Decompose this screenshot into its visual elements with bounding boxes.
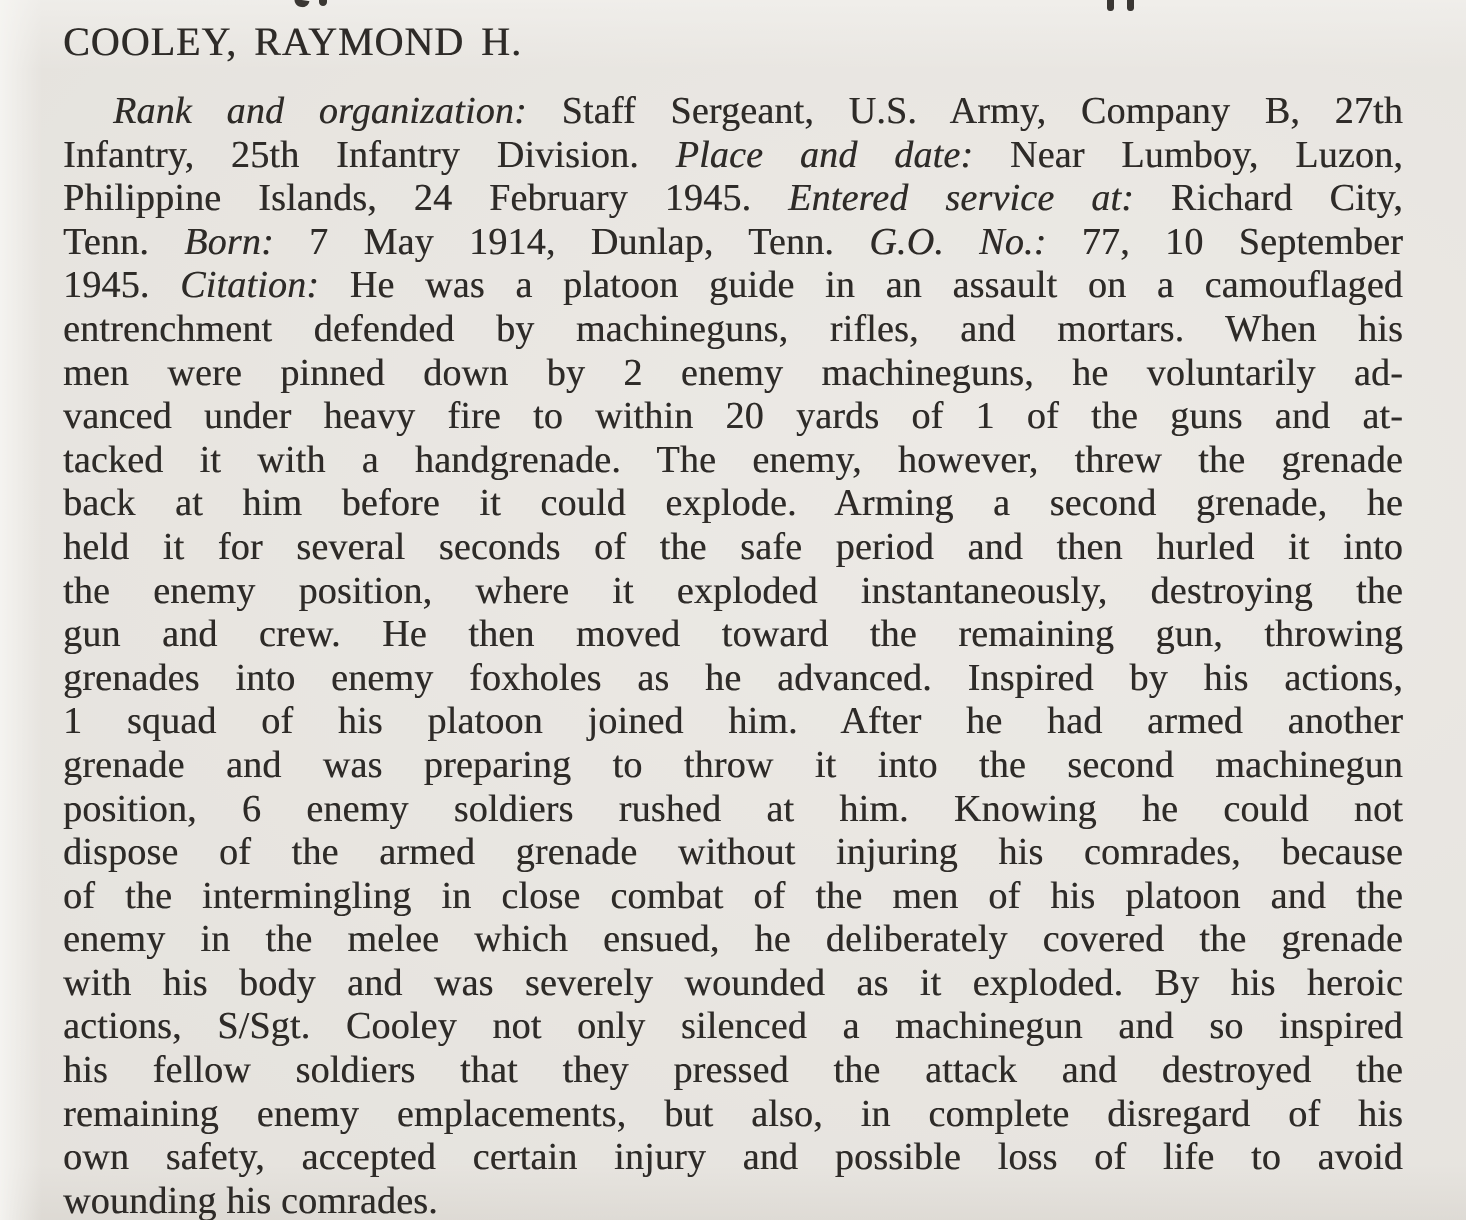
citation-text: vanced under heavy fire to within 20 yar… — [63, 395, 1403, 438]
citation-line: wounding his comrades. — [63, 1180, 1403, 1220]
citation-line: enemy in the melee which ensued, he deli… — [63, 918, 1403, 962]
citation-text: held it for several seconds of the safe … — [63, 525, 1403, 568]
citation-line: actions, S/Sgt. Cooley not only silenced… — [63, 1005, 1403, 1049]
citation-line: Rank and organization: Staff Sergeant, U… — [63, 90, 1403, 134]
citation-line: entrenchment defended by machineguns, ri… — [63, 308, 1403, 352]
citation-line: grenade and was preparing to throw it in… — [63, 744, 1403, 788]
citation-field-label: Place and date: — [675, 133, 1010, 176]
citation-line: men were pinned down by 2 enemy machineg… — [63, 352, 1403, 396]
citation-line: tacked it with a handgrenade. The enemy,… — [63, 439, 1403, 483]
citation-text: with his body and was severely wounded a… — [63, 961, 1403, 1004]
citation-text: remaining enemy emplacements, but also, … — [63, 1092, 1403, 1135]
citation-line: back at him before it could explode. Arm… — [63, 482, 1403, 526]
citation-line: position, 6 enemy soldiers rushed at him… — [63, 788, 1403, 832]
citation-text: He was a platoon guide in an assault on … — [349, 264, 1403, 307]
cropped-line-artifact — [319, 0, 327, 6]
citation-text: entrenchment defended by machineguns, ri… — [63, 307, 1403, 350]
citation-line: grenades into enemy foxholes as he advan… — [63, 657, 1403, 701]
citation-text: of the intermingling in close combat of … — [63, 874, 1403, 917]
citation-text: grenade and was preparing to throw it in… — [63, 743, 1403, 786]
citation-text: Philippine Islands, 24 February 1945. — [63, 177, 789, 220]
citation-field-label: Rank and organization: — [113, 90, 562, 132]
cropped-line-artifact — [1107, 0, 1114, 11]
citation-line: own safety, accepted certain injury and … — [63, 1136, 1403, 1180]
citation-line: gun and crew. He then moved toward the r… — [63, 613, 1403, 657]
citation-text: dispose of the armed grenade without inj… — [63, 831, 1403, 874]
citation-text: grenades into enemy foxholes as he advan… — [63, 656, 1403, 699]
citation-text: back at him before it could explode. Arm… — [63, 482, 1403, 525]
citation-text: position, 6 enemy soldiers rushed at him… — [63, 787, 1403, 830]
citation-line: 1945. Citation: He was a platoon guide i… — [63, 264, 1403, 308]
citation-text: actions, S/Sgt. Cooley not only silenced… — [63, 1005, 1403, 1048]
citation-text: Near Lumboy, Luzon, — [1009, 133, 1403, 176]
citation-text: enemy in the melee which ensued, he deli… — [63, 918, 1403, 961]
citation-text: Staff Sergeant, U.S. Army, Company B, 27… — [561, 90, 1403, 132]
citation-paragraph: Rank and organization: Staff Sergeant, U… — [63, 90, 1403, 1220]
citation-text: his fellow soldiers that they pressed th… — [63, 1049, 1403, 1092]
recipient-name-heading: COOLEY, RAYMOND H. — [63, 19, 522, 64]
cropped-line-artifact — [293, 0, 310, 9]
citation-line: Tenn. Born: 7 May 1914, Dunlap, Tenn. G.… — [63, 221, 1403, 265]
citation-line: with his body and was severely wounded a… — [63, 962, 1403, 1006]
citation-field-label: G.O. No.: — [869, 220, 1082, 263]
citation-text: gun and crew. He then moved toward the r… — [63, 613, 1403, 656]
citation-text: Infantry, 25th Infantry Division. — [63, 133, 676, 176]
citation-text: tacked it with a handgrenade. The enemy,… — [63, 438, 1403, 481]
citation-text: wounding his comrades. — [63, 1179, 438, 1220]
citation-text: 77, 10 September — [1081, 220, 1404, 263]
citation-field-label: Entered service at: — [788, 177, 1171, 220]
citation-field-label: Born: — [184, 220, 310, 263]
citation-text: 1945. — [63, 264, 181, 307]
cropped-line-artifact — [1127, 0, 1134, 11]
citation-line: 1 squad of his platoon joined him. After… — [63, 700, 1403, 744]
citation-line: held it for several seconds of the safe … — [63, 526, 1403, 570]
citation-text: the enemy position, where it exploded in… — [63, 569, 1403, 612]
citation-text: Richard City, — [1170, 177, 1403, 220]
citation-text: men were pinned down by 2 enemy machineg… — [63, 351, 1403, 394]
citation-line: Infantry, 25th Infantry Division. Place … — [63, 134, 1403, 178]
citation-line: remaining enemy emplacements, but also, … — [63, 1093, 1403, 1137]
citation-line: his fellow soldiers that they pressed th… — [63, 1049, 1403, 1093]
citation-line: Philippine Islands, 24 February 1945. En… — [63, 177, 1403, 221]
citation-line: dispose of the armed grenade without inj… — [63, 831, 1403, 875]
citation-text: Tenn. — [63, 220, 185, 263]
citation-text: own safety, accepted certain injury and … — [63, 1136, 1403, 1179]
citation-line: of the intermingling in close combat of … — [63, 875, 1403, 919]
citation-line: vanced under heavy fire to within 20 yar… — [63, 395, 1403, 439]
citation-text: 7 May 1914, Dunlap, Tenn. — [309, 220, 870, 263]
citation-text: 1 squad of his platoon joined him. After… — [63, 700, 1403, 743]
citation-line: the enemy position, where it exploded in… — [63, 570, 1403, 614]
citation-field-label: Citation: — [180, 264, 350, 307]
